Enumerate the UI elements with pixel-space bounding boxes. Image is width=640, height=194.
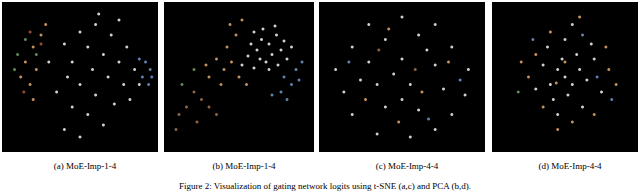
svg-text:(c) MoE-Imp-4-4: (c) MoE-Imp-4-4 <box>376 161 439 171</box>
svg-text:Figure 2: Visualization of gat: Figure 2: Visualization of gating networ… <box>179 181 471 191</box>
svg-text:(b) MoE-Imp-1-4: (b) MoE-Imp-1-4 <box>212 161 276 171</box>
svg-text:(a) MoE-Imp-1-4: (a) MoE-Imp-1-4 <box>54 161 117 171</box>
svg-text:(d) MoE-Imp-4-4: (d) MoE-Imp-4-4 <box>538 161 602 171</box>
